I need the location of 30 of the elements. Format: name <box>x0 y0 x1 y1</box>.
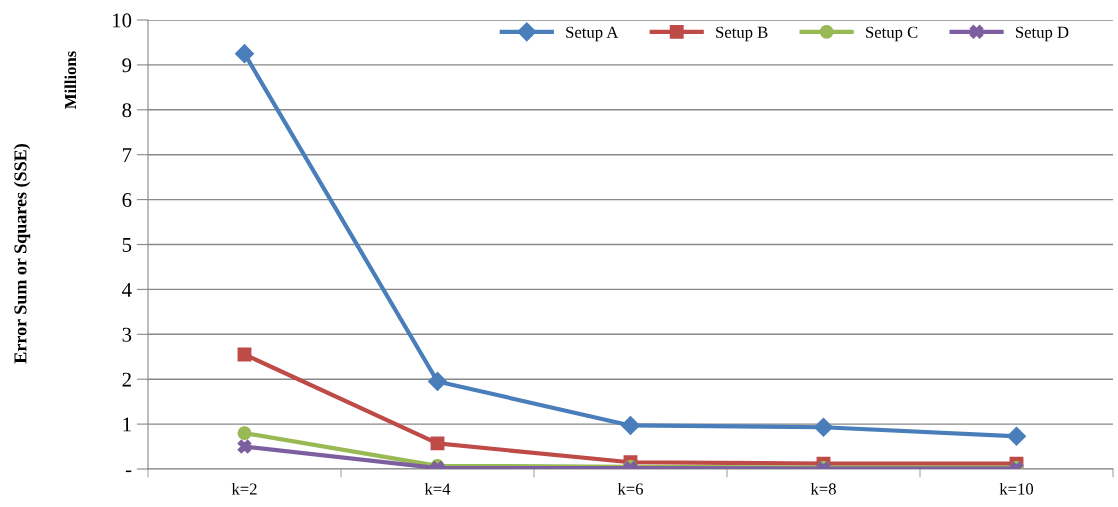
x-tick-label: k=6 <box>617 482 644 495</box>
point <box>430 436 445 451</box>
legend-label: Setup C <box>866 26 918 42</box>
point <box>813 417 834 437</box>
point <box>1006 426 1027 446</box>
y-tick-label: - <box>125 470 132 473</box>
y-tick-label: 6 <box>122 193 132 208</box>
legend-label: Setup B <box>716 26 768 42</box>
point <box>237 439 252 454</box>
point <box>237 426 252 441</box>
point <box>234 44 255 64</box>
x-tick-label: k=4 <box>424 482 451 495</box>
y-tick-label: 7 <box>122 148 132 162</box>
legend-label: Setup D <box>1016 26 1069 42</box>
y-tick-label: 5 <box>122 238 132 252</box>
legend-label: Setup A <box>566 26 619 42</box>
y-tick-label: 3 <box>122 327 132 342</box>
text: Millions <box>64 51 77 109</box>
point <box>620 415 641 435</box>
y-tick-label: 4 <box>122 282 132 297</box>
y-tick-label: 9 <box>122 58 132 73</box>
y-tick-label: 1 <box>123 417 131 432</box>
x-tick-label: k=10 <box>999 482 1034 495</box>
x-tick-label: k=8 <box>810 482 836 495</box>
y-axis-title: Error Sum or Squares (SSE) <box>13 144 31 364</box>
y-tick-label: 10 <box>113 13 132 28</box>
y-tick-label: 2 <box>122 372 131 387</box>
point <box>427 371 448 391</box>
y-tick-label: 8 <box>122 103 132 118</box>
x-tick-label: k=2 <box>231 482 257 495</box>
